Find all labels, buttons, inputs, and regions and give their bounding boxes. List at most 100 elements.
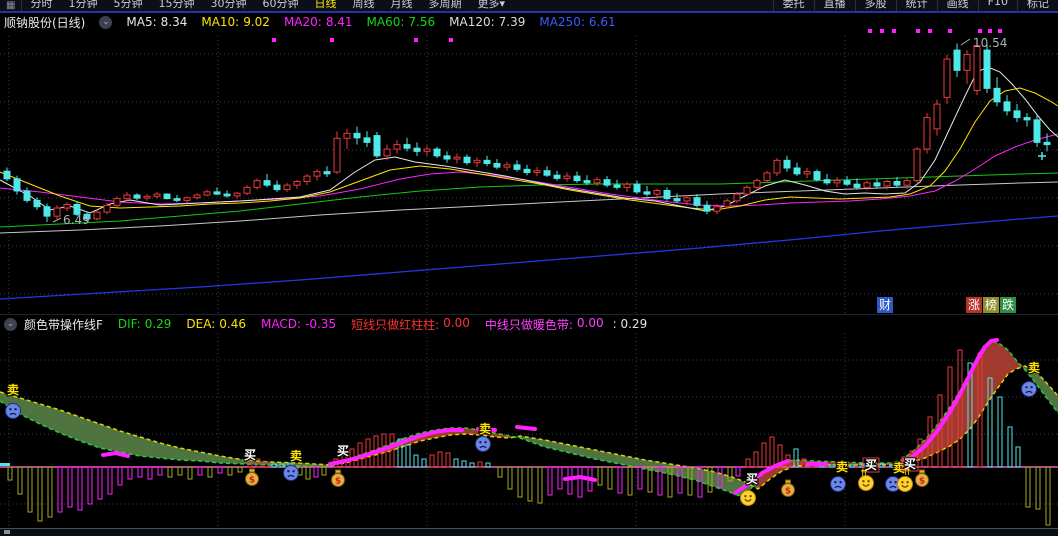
top-toolbar: ▦ 分时 1分钟 5分钟 15分钟 30分钟 60分钟 日线 周线 月线 多周期…: [0, 0, 1058, 13]
sad-face-icon: [5, 403, 21, 419]
badge-zhang[interactable]: 涨: [966, 297, 982, 313]
midline-label: 中线只做暖色带:: [484, 317, 573, 332]
macd-label: MACD:: [261, 317, 302, 331]
menu-tongji[interactable]: 统计: [895, 0, 937, 11]
tab-60min[interactable]: 60分钟: [262, 0, 299, 10]
ma60-value: 7.56: [408, 15, 436, 29]
badge-bang[interactable]: 榜: [983, 297, 999, 313]
ma5-value: 8.34: [160, 15, 188, 29]
left-axis-tick: [0, 463, 10, 466]
menu-duogu[interactable]: 多股: [854, 0, 896, 11]
sell-signal-label: 卖: [479, 421, 491, 436]
candles: [3, 39, 1051, 222]
tab-5min[interactable]: 5分钟: [113, 0, 143, 10]
tab-15min[interactable]: 15分钟: [158, 0, 195, 10]
badge-die[interactable]: 跌: [1000, 297, 1016, 313]
tab-1min[interactable]: 1分钟: [68, 0, 98, 10]
menu-weituo[interactable]: 委托: [772, 0, 814, 11]
ma20-readout: MA20: 8.41: [284, 15, 353, 29]
menu-f10[interactable]: F10: [977, 0, 1017, 11]
ma250-value: 6.61: [588, 15, 616, 29]
midline-readout: 中线只做暖色带: 0.00: [485, 316, 604, 333]
ma120-value: 7.39: [498, 15, 526, 29]
ma120-label: MA120:: [449, 15, 495, 29]
mid-trend-line: [563, 475, 597, 482]
mid-trend-line: [515, 425, 537, 431]
shortline-readout: 短线只做红柱柱: 0.00: [351, 316, 470, 333]
buy-signal-label: 买: [904, 457, 916, 471]
buy-signal-label: 买: [746, 472, 758, 486]
buy-signal-box: [901, 456, 919, 472]
up-arrows-icon: ⇈: [860, 469, 868, 479]
shortline-value: 0.00: [443, 315, 470, 330]
tab-multi-period[interactable]: 多周期: [428, 0, 462, 10]
sad-face-icon: [475, 436, 491, 452]
ma5-readout: MA5: 8.34: [126, 15, 187, 29]
panel-divider: [0, 314, 1058, 315]
sell-signal-label: 卖: [7, 382, 19, 397]
ma10-readout: MA10: 9.02: [201, 15, 270, 29]
ma5-label: MA5:: [126, 15, 157, 29]
tab-more[interactable]: 更多▾: [477, 0, 505, 10]
ma120-readout: MA120: 7.39: [449, 15, 525, 29]
indicator-header: ⌄ 颜色带操作线F DIF: 0.29 DEA: 0.46 MACD: -0.35 短…: [4, 316, 647, 332]
menu-biaoji[interactable]: 标记: [1017, 0, 1058, 11]
tab-30min[interactable]: 30分钟: [210, 0, 247, 10]
money-bag-icon: $: [331, 469, 345, 487]
ma250-readout: MA250: 6.61: [539, 15, 615, 29]
bottom-scrollbar-strip[interactable]: [0, 528, 1058, 536]
buy-signal-label: 买: [244, 448, 256, 462]
chevron-down-icon[interactable]: ⌄: [99, 15, 113, 29]
scrollbar-thumb[interactable]: [4, 530, 10, 534]
dea-value: 0.46: [219, 317, 247, 331]
smiley-face-icon: [740, 490, 756, 506]
sell-signal-label: 卖: [836, 459, 848, 474]
chevron-down-icon[interactable]: ⌄: [4, 317, 17, 331]
menu-zhibo[interactable]: 直播: [813, 0, 855, 11]
sad-face-icon: [1021, 381, 1037, 397]
sad-face-icon: [283, 465, 299, 481]
svg-text:$: $: [785, 487, 791, 497]
toolbar-right-group: 委托 直播 多股 统计 画线 F10 标记: [772, 0, 1058, 11]
mid-trend-line: [898, 338, 999, 466]
tab-daily[interactable]: 日线: [314, 0, 337, 10]
dif-readout: DIF: 0.29: [118, 317, 172, 331]
up-arrows-icon: ⇈: [903, 468, 911, 478]
histogram: [7, 349, 1051, 526]
toolbar-row: ▦ 分时 1分钟 5分钟 15分钟 30分钟 60分钟 日线 周线 月线 多周期…: [0, 0, 1058, 11]
menu-huaxian[interactable]: 画线: [936, 0, 978, 11]
money-bag-icon: $: [781, 479, 795, 497]
tab-weekly[interactable]: 周线: [352, 0, 375, 10]
sad-face-icon: [830, 476, 846, 492]
layout-icon[interactable]: ▦: [0, 0, 23, 11]
shortline-label: 短线只做红柱柱:: [351, 317, 440, 332]
dea-label: DEA:: [186, 317, 216, 331]
money-bag-icon: $: [245, 468, 259, 486]
mid-trend-line: [101, 451, 130, 458]
ma20-value: 8.41: [325, 15, 353, 29]
ma250-label: MA250:: [539, 15, 585, 29]
svg-text:$: $: [919, 477, 925, 487]
ma10-value: 9.02: [243, 15, 270, 29]
buy-signal-box: [862, 457, 880, 473]
ma60-readout: MA60: 7.56: [367, 15, 436, 29]
svg-text:$: $: [335, 477, 341, 487]
smiley-face-icon: [897, 476, 913, 492]
ma20-label: MA20:: [283, 15, 322, 29]
svg-text:$: $: [249, 476, 255, 486]
midline-value: 0.00: [576, 315, 604, 330]
high-price-label: 10.54: [973, 36, 1007, 50]
ma-lines: [0, 66, 1058, 300]
sell-signal-label: 卖: [290, 448, 302, 463]
tab-fenshi[interactable]: 分时: [30, 0, 53, 10]
dea-readout: DEA: 0.46: [186, 317, 246, 331]
mid-trend-line: [328, 428, 464, 466]
badge-finance[interactable]: 财: [877, 297, 893, 313]
dif-value: 0.29: [144, 317, 172, 331]
main-price-chart[interactable]: 10.54 6.49: [0, 12, 1058, 314]
ma60-label: MA60:: [366, 15, 405, 29]
tab-monthly[interactable]: 月线: [390, 0, 413, 10]
